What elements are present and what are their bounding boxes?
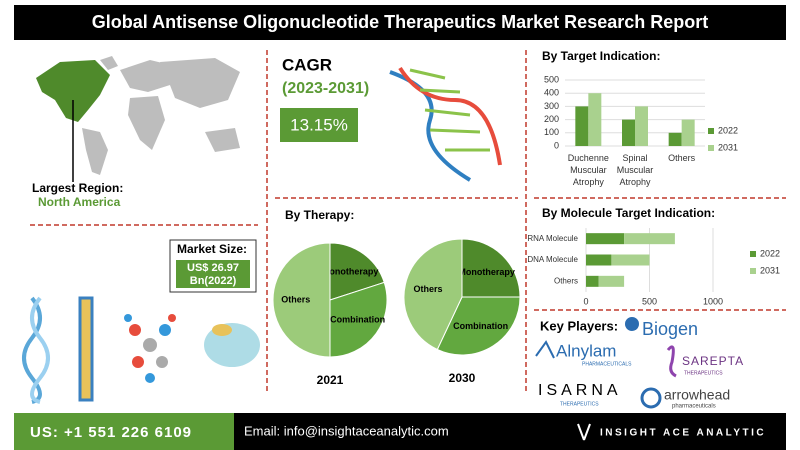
x-tick-label-box: Spinal Muscular Atrophy (616, 153, 654, 187)
y-tick-label: Others (554, 276, 578, 285)
chart-title: By Target Indication: (542, 49, 660, 63)
world-map (36, 56, 240, 182)
market-size-frame (169, 239, 257, 293)
x-tick-label: 1000 (703, 296, 723, 306)
legend-swatch (750, 251, 756, 257)
chart-title: By Molecule Target Indication: (542, 206, 715, 220)
bar (624, 233, 675, 245)
key-players-title: Key Players: (540, 318, 618, 333)
molecule-illustrations (22, 296, 260, 404)
legend-label: 2031 (760, 265, 780, 275)
company-tagline: THERAPEUTICS (684, 370, 723, 376)
logo-icon (625, 317, 639, 331)
bar (586, 275, 599, 287)
legend-label: 2031 (718, 142, 738, 152)
header-bar (14, 5, 786, 40)
pie-title: 2021 (317, 373, 344, 387)
legend-label: 2022 (760, 248, 780, 258)
logo-icon (535, 340, 555, 359)
slice-label: Monotherapy (458, 267, 515, 277)
market-size-box (176, 260, 250, 288)
y-tick-label: DNA Molecule (527, 255, 578, 264)
footer-phone: US: +1 551 226 6109 (30, 424, 192, 441)
y-tick-label: 400 (544, 88, 559, 98)
y-tick-label: 100 (544, 127, 559, 137)
x-tick-label-box: Others (668, 153, 696, 163)
cagr-box (280, 108, 358, 142)
market-size-year: Bn(2022) (190, 275, 237, 287)
y-tick-label: 500 (544, 74, 559, 84)
bar (598, 275, 625, 287)
y-tick-label: 0 (554, 140, 559, 150)
pie-slice (403, 238, 463, 351)
therapy-title: By Therapy: (285, 208, 354, 222)
cagr-period: (2023-2031) (282, 80, 369, 97)
company-name: Alnylam (556, 341, 616, 360)
bar (668, 132, 682, 146)
cagr-value: 13.15% (290, 115, 348, 134)
bar (588, 93, 602, 146)
pie-slice (329, 242, 385, 301)
company-name: ISARNA (538, 382, 622, 399)
slice-label: Others (414, 284, 443, 294)
x-tick-label-box: Duchenne Muscular Atrophy (567, 153, 609, 187)
y-tick-label: RNA Molecule (527, 234, 578, 243)
pie-slice (329, 281, 388, 358)
logo-icon (640, 387, 662, 409)
legend-swatch (750, 268, 756, 274)
region-label: Largest Region: (32, 181, 123, 195)
bar (586, 254, 612, 266)
x-tick-label: 0 (583, 296, 588, 306)
bar (611, 254, 650, 266)
slice-label: Monotherapy (322, 267, 379, 277)
market-size-label: Market Size: (177, 242, 247, 256)
legend-label: 2022 (718, 125, 738, 135)
bar (586, 233, 625, 245)
region-value: North America (38, 195, 121, 209)
company-tagline: pharmaceuticals (672, 404, 716, 410)
title: Global Antisense Oligonucleotide Therape… (92, 12, 708, 32)
slice-label: Others (281, 294, 310, 304)
cagr-label: CAGR (282, 55, 332, 74)
dna-illustration (389, 66, 502, 182)
pie-slice (436, 296, 521, 356)
footer-phone-box (14, 413, 234, 450)
slice-label: Combination (453, 321, 508, 331)
company-name: Biogen (642, 319, 698, 339)
brand-logo (577, 423, 591, 441)
y-tick-label: 300 (544, 101, 559, 111)
legend-swatch (708, 145, 714, 151)
footer-email: Email: info@insightaceanalytic.com (244, 423, 449, 438)
x-tick-label: Spinal Muscular Atrophy (616, 153, 654, 187)
bar (635, 106, 648, 146)
pie-slice (461, 238, 521, 298)
market-size-value: US$ 26.97 (187, 262, 239, 274)
bar (681, 119, 695, 146)
y-tick-label: 200 (544, 114, 559, 124)
x-tick-label: 500 (642, 296, 657, 306)
company-tagline: THERAPEUTICS (560, 401, 599, 407)
bar (575, 106, 589, 146)
footer-bar (234, 413, 786, 450)
logo-icon (666, 345, 677, 378)
footer-brand: INSIGHT ACE ANALYTIC (600, 428, 766, 439)
x-tick-label: Duchenne Muscular Atrophy (567, 153, 609, 187)
company-tagline: PHARMACEUTICALS (582, 361, 632, 367)
pie-slice (272, 242, 331, 358)
slice-label: Combination (330, 314, 385, 324)
company-name: arrowhead (664, 387, 730, 403)
company-name: SAREPTA (682, 354, 744, 368)
pie-title: 2030 (449, 371, 476, 385)
bar (622, 119, 635, 146)
legend-swatch (708, 128, 714, 134)
x-tick-label: Others (668, 153, 696, 163)
